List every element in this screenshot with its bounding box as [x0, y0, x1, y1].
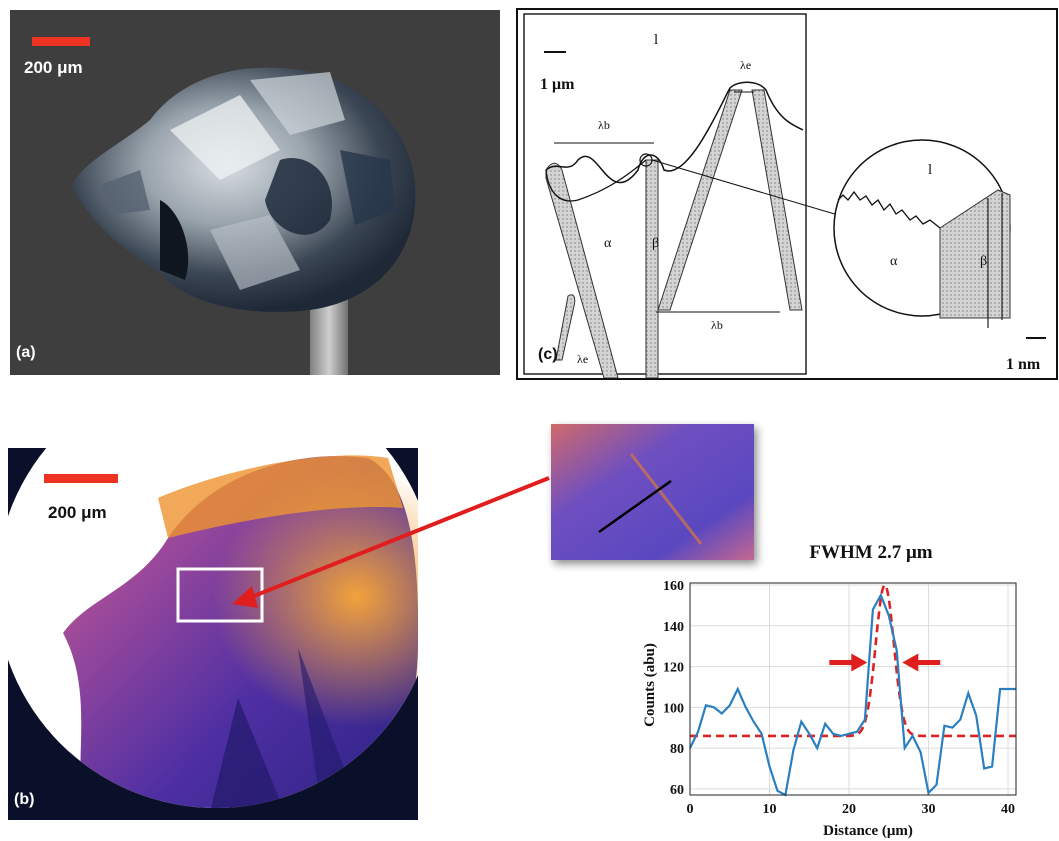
scale-label-1um: 1 μm — [540, 76, 575, 93]
y-tick-label: 60 — [670, 783, 684, 798]
x-tick-label: 10 — [763, 802, 777, 817]
zoom-region-box — [176, 567, 264, 623]
lambda-b-bottom-label: λb — [711, 318, 723, 332]
sample-photo — [72, 67, 416, 375]
scale-label-b: 200 μm — [48, 503, 107, 522]
series-gaussian-fit — [690, 583, 1016, 738]
panel-c-schematic: 1 μm 1 nm l l α β α β λb λe λb λe (c) — [516, 8, 1058, 380]
lambda-e-top-label: λe — [740, 58, 752, 72]
intensity-map — [8, 448, 418, 820]
series-measured — [689, 592, 1016, 797]
liquid-label-left: l — [654, 32, 659, 48]
connector-arrow-head — [232, 586, 258, 608]
scale-bar-a — [32, 37, 90, 46]
liquid-label-right: l — [928, 162, 933, 178]
panel-a-photo: 200 μm (a) — [10, 10, 500, 375]
panel-a-label: (a) — [16, 344, 36, 361]
beta-label-right: β — [980, 254, 988, 269]
y-tick-label: 140 — [663, 620, 684, 635]
y-tick-label: 160 — [663, 579, 684, 594]
x-axis-label: Distance (μm) — [823, 823, 913, 839]
eutectic-schematic — [523, 13, 1046, 378]
x-tick-label: 0 — [687, 802, 694, 817]
chart-ticks: 0 10 20 30 40 60 80 100 120 140 160 — [663, 579, 1015, 817]
plot-frame — [689, 582, 1017, 796]
chart-points — [689, 595, 1017, 796]
panel-b-map: 200 μm (b) — [8, 448, 418, 820]
x-tick-label: 40 — [1001, 802, 1015, 817]
scale-label-a: 200 μm — [24, 58, 83, 77]
scale-bar-b — [44, 474, 118, 483]
fwhm-arrow-head — [851, 653, 868, 672]
y-tick-label: 100 — [663, 701, 684, 716]
chart-title: FWHM 2.7 μm — [809, 542, 932, 563]
scale-label-1nm: 1 nm — [1006, 356, 1041, 373]
beta-label-left: β — [652, 236, 660, 251]
alpha-label-left: α — [604, 236, 612, 251]
x-tick-label: 30 — [922, 802, 936, 817]
line-profile-marker — [598, 479, 672, 534]
alpha-label-right: α — [890, 254, 898, 269]
lambda-b-top-label: λb — [598, 118, 610, 132]
x-tick-label: 20 — [842, 802, 856, 817]
y-tick-label: 120 — [663, 661, 684, 676]
zoom-inset — [551, 424, 754, 560]
connector-arrow — [243, 476, 550, 602]
panel-b-label: (b) — [14, 791, 35, 808]
chart-annotations — [829, 653, 941, 672]
panel-c-label: (c) — [538, 346, 558, 363]
lambda-e-bottom-label: λe — [577, 352, 589, 366]
y-axis-label: Counts (abu) — [642, 643, 658, 727]
y-tick-label: 80 — [670, 742, 684, 757]
fwhm-arrow-head — [902, 653, 919, 672]
profile-chart: 0 10 20 30 40 60 80 100 120 140 160 FWHM 2.7 μm Di… — [642, 542, 1017, 839]
inset-map — [551, 424, 754, 560]
